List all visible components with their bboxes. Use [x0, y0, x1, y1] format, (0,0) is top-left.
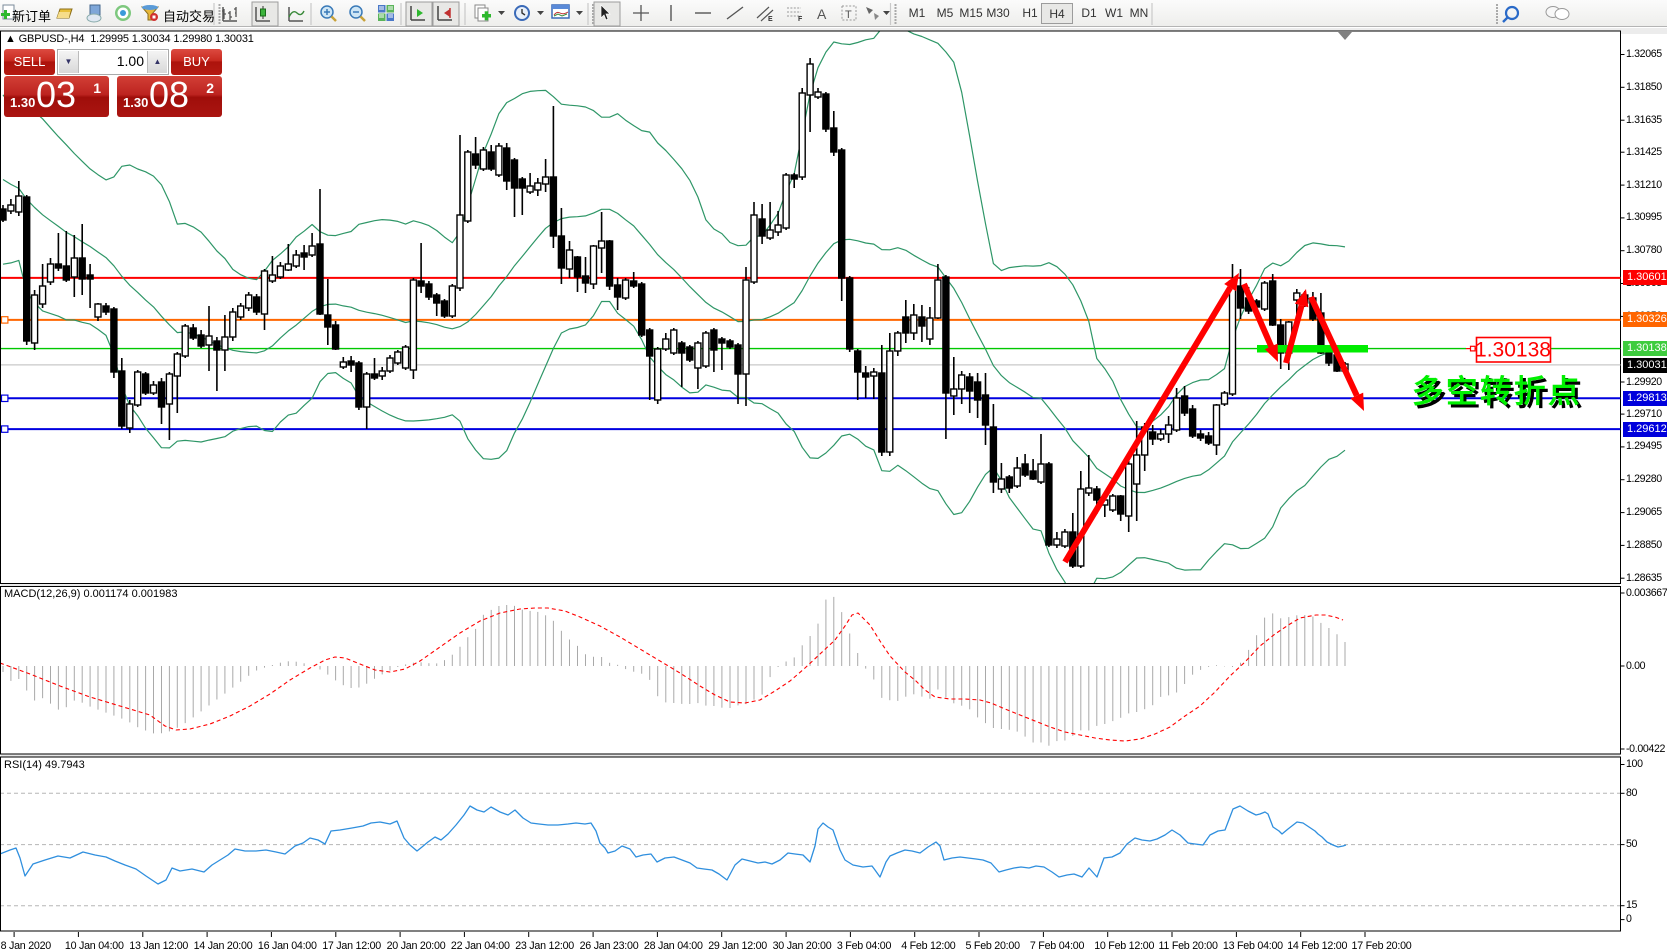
svg-text:F: F	[798, 16, 803, 23]
svg-text:A: A	[817, 6, 827, 22]
svg-text:多空转折点: 多空转折点	[1412, 373, 1582, 409]
svg-text:1.30138: 1.30138	[1475, 339, 1551, 362]
svg-text:T: T	[845, 9, 852, 21]
svg-text:E: E	[768, 16, 773, 23]
